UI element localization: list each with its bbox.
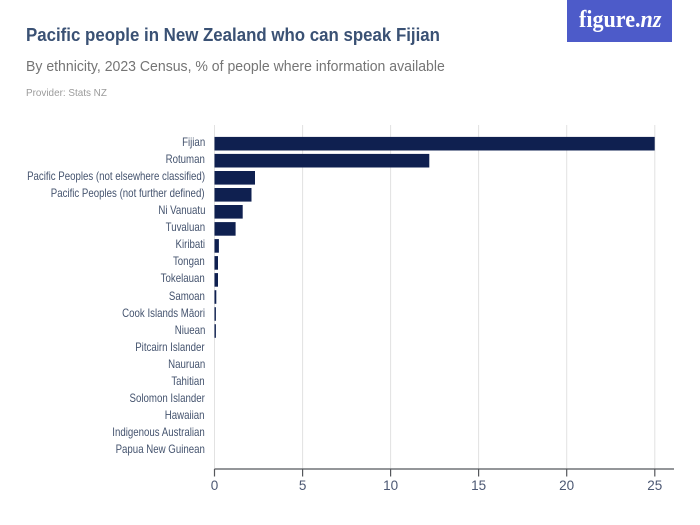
svg-text:20: 20	[559, 478, 574, 493]
svg-text:0: 0	[211, 478, 219, 493]
svg-text:5: 5	[299, 478, 307, 493]
svg-text:15: 15	[471, 478, 486, 493]
svg-text:10: 10	[383, 478, 398, 493]
svg-text:25: 25	[647, 478, 662, 493]
